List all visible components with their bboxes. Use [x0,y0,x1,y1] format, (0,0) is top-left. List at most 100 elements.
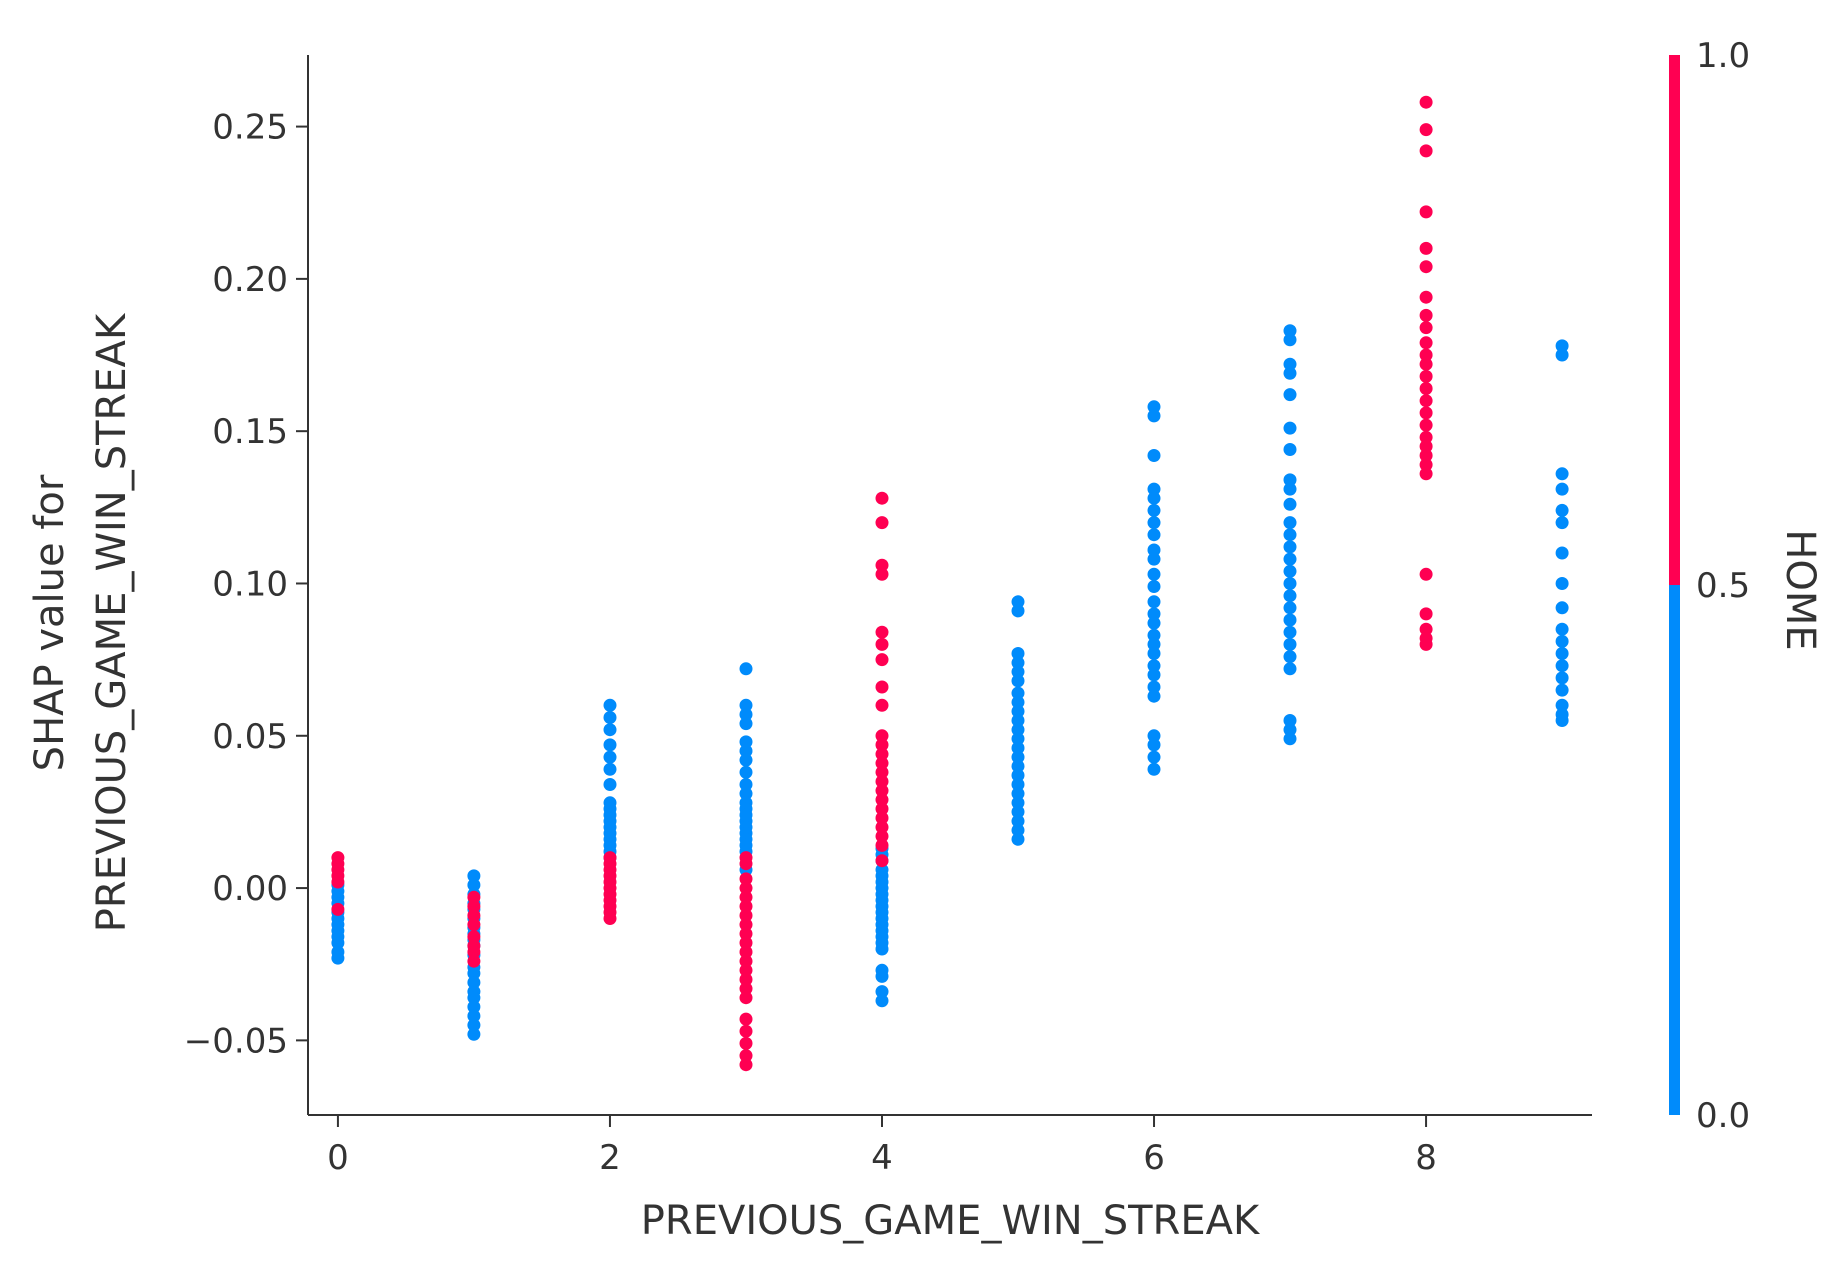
point-away [467,976,481,989]
point-home [1419,357,1433,371]
point-away [1147,543,1161,557]
colorbar-tick-label: 1.0 [1696,36,1750,76]
point-away [739,708,753,721]
point-away [1147,491,1161,505]
point-home [739,881,753,895]
x-tick-label: 2 [599,1138,621,1178]
point-home [1419,123,1433,137]
point-home [875,625,889,639]
point-away [1011,647,1025,660]
point-home [603,912,617,925]
point-home [875,567,889,581]
point-away [1011,595,1025,609]
point-away [1283,732,1297,746]
point-home [1419,260,1433,274]
point-away [1147,750,1161,764]
point-away [1011,704,1025,718]
point-home [875,838,889,852]
point-home [875,698,889,712]
point-away [1147,503,1161,517]
point-away [1147,738,1161,752]
point-away [603,723,617,737]
point-away [1147,607,1161,621]
y-tick-label: 0.25 [212,108,288,148]
point-home [739,1036,753,1050]
scatter-points [331,95,1569,1072]
point-away [1011,750,1025,764]
point-away [875,985,889,999]
point-home [467,945,481,959]
colorbar [1669,55,1680,1115]
point-away [1283,723,1297,737]
point-home [875,784,889,798]
point-away [1147,595,1161,609]
point-away [1555,467,1569,481]
point-home [331,875,345,889]
point-away [1011,665,1025,679]
point-home [1419,439,1433,453]
point-away [603,698,617,712]
point-home [1419,458,1433,472]
point-away [1147,616,1161,630]
point-away [603,762,617,776]
point-away [1011,741,1025,755]
point-home [467,890,481,904]
colorbar-label: HOME [1777,529,1823,650]
point-home [739,909,753,922]
point-home [739,890,753,904]
point-away [739,753,753,767]
point-away [739,787,753,801]
point-away [1555,622,1569,636]
point-home [875,491,889,505]
point-away [1283,366,1297,380]
point-away [1283,589,1297,603]
point-away [1555,348,1569,362]
point-away [467,1018,481,1032]
y-tick-label: 0.20 [212,260,288,300]
point-away [1147,580,1161,593]
point-away [1011,656,1025,670]
point-away [1283,577,1297,590]
point-home [467,954,481,968]
point-away [1147,516,1161,530]
y-axis-ticks: −0.05 0.00 0.05 0.10 0.15 0.20 0.25 [184,108,308,1061]
point-away [1555,683,1569,697]
point-away [1147,659,1161,673]
point-away [1555,647,1569,660]
point-away [1011,686,1025,700]
point-home [739,963,753,977]
point-home [875,811,889,825]
point-away [1011,604,1025,618]
point-away [1011,832,1025,846]
x-tick-label: 0 [327,1138,349,1178]
point-away [1555,698,1569,712]
point-home [875,729,889,743]
point-away [1147,409,1161,423]
point-away [1283,497,1297,511]
point-away [603,711,617,724]
point-home [739,982,753,996]
point-away [1147,567,1161,581]
point-away [467,869,481,883]
y-tick-label: 0.10 [212,564,288,604]
point-home [875,680,889,694]
point-home [1419,348,1433,362]
y-tick-label: 0.15 [212,412,288,452]
point-away [1147,647,1161,660]
point-home [1419,144,1433,158]
point-home [1419,369,1433,383]
point-home [875,820,889,834]
point-away [1283,637,1297,651]
point-home [739,1049,753,1063]
point-home [739,936,753,950]
point-away [739,744,753,758]
point-away [1283,613,1297,627]
point-home [1419,567,1433,581]
point-away [1147,400,1161,414]
point-home [1419,406,1433,420]
point-away [1011,759,1025,773]
point-away [739,735,753,749]
point-home [875,775,889,788]
point-away [739,662,753,676]
point-away [467,1009,481,1023]
